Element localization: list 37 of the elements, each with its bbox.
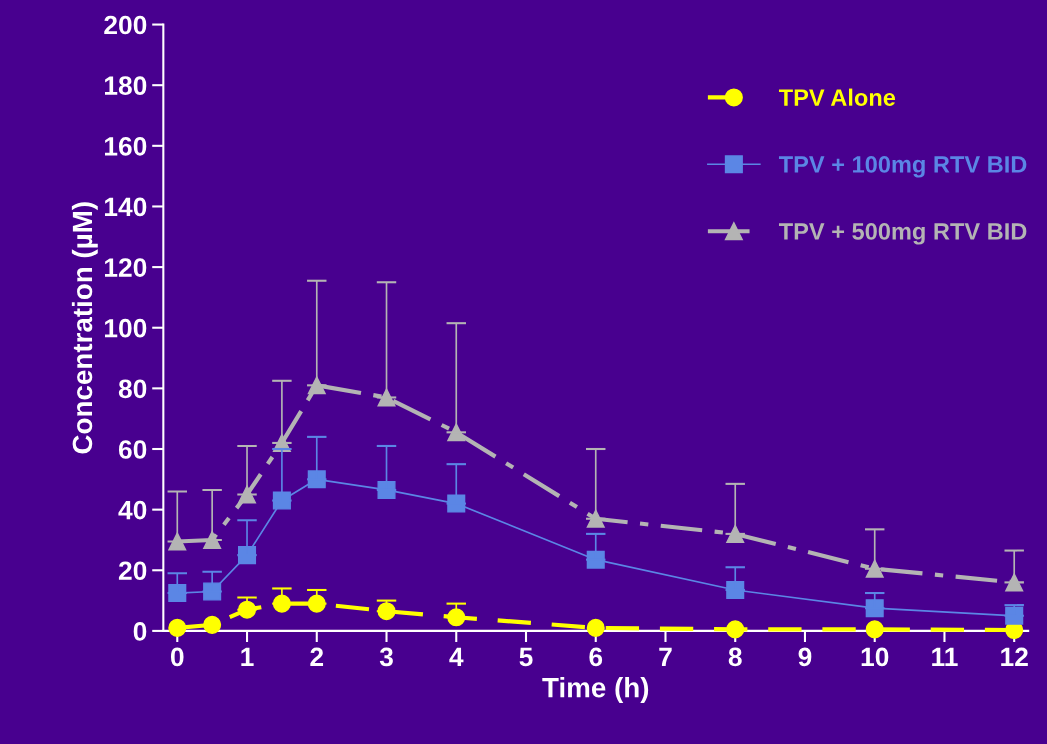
x-axis-title: Time (h)	[542, 677, 649, 703]
x-tick-label: 9	[798, 647, 812, 667]
y-tick-label: 40	[118, 500, 147, 520]
x-tick-label: 5	[519, 647, 533, 667]
point	[168, 618, 187, 637]
y-tick-label: 200	[104, 15, 147, 35]
point	[726, 620, 745, 639]
x-tick-label: 0	[170, 647, 184, 667]
y-tick-label: 140	[105, 197, 147, 217]
x-tick-label: 2	[310, 647, 324, 667]
x-tick-label: 8	[728, 647, 742, 667]
legend-label: TPV Alone	[778, 88, 896, 106]
legend-label: TPV + 100mg RTV BID	[778, 156, 1027, 178]
point	[865, 559, 884, 578]
x-tick-label: 1	[241, 647, 254, 667]
point	[586, 509, 605, 528]
legend-label: TPV + 500mg RTV BID	[778, 223, 1027, 245]
point	[586, 618, 605, 637]
point	[865, 620, 884, 639]
y-axis-title: Concentration (µM)	[71, 202, 98, 454]
point	[203, 615, 222, 634]
y-tick-label: 20	[118, 561, 147, 581]
y-tick-label: 180	[105, 76, 147, 96]
y-tick-label: 120	[105, 258, 147, 277]
y-tick-label: 0	[133, 622, 147, 641]
x-tick-label: 3	[379, 647, 393, 667]
y-tick-label: 60	[118, 440, 147, 459]
x-tick-label: 10	[861, 647, 889, 667]
point	[377, 480, 396, 499]
x-tick-label: 7	[659, 647, 672, 667]
y-tick-label: 100	[105, 318, 147, 338]
x-tick-label: 11	[932, 647, 958, 667]
x-tick-label: 12	[1001, 647, 1028, 667]
x-tick-label: 4	[449, 647, 464, 667]
y-tick-label: 160	[105, 136, 147, 156]
y-tick-label: 80	[118, 379, 147, 399]
x-tick-label: 6	[589, 647, 603, 667]
